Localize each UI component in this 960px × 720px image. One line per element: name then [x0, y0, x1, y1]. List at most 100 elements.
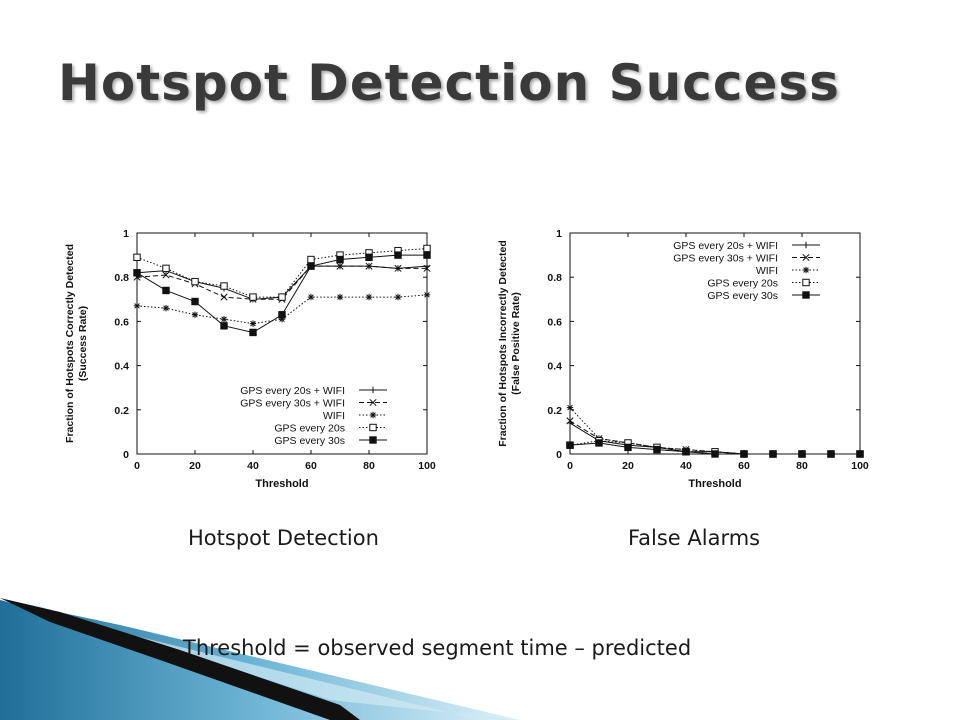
- x-tick-label: 80: [363, 460, 375, 472]
- x-axis-label: Threshold: [688, 478, 741, 490]
- data-point: [307, 293, 315, 301]
- data-point: [278, 293, 286, 301]
- legend-marker: [802, 278, 810, 287]
- data-point: [133, 269, 141, 277]
- data-point: [365, 253, 373, 262]
- data-point: [365, 262, 373, 270]
- x-tick-label: 20: [189, 460, 201, 472]
- y-tick-label: 0.8: [547, 272, 562, 284]
- y-tick-label: 0: [123, 449, 129, 461]
- series-line: [136, 265, 427, 300]
- data-point: [278, 311, 286, 319]
- caption-false-alarms: False Alarms: [628, 526, 761, 550]
- legend-label: GPS every 20s + WIFI: [240, 385, 345, 397]
- x-tick-label: 40: [680, 460, 692, 472]
- x-tick-label: 100: [851, 460, 869, 472]
- data-point: [394, 264, 402, 272]
- swoosh-blue-band: [0, 600, 520, 720]
- data-point: [856, 450, 864, 458]
- legend-marker: [369, 386, 377, 394]
- data-point: [220, 322, 228, 330]
- data-point: [220, 282, 228, 290]
- legend-marker: [369, 436, 377, 444]
- y-tick-label: 0.4: [114, 361, 129, 373]
- series-gps-every-20s: [133, 244, 431, 301]
- legend-marker: [369, 411, 377, 419]
- series-gps-every-30s: [566, 439, 864, 458]
- legend-label: GPS every 30s + WIFI: [240, 398, 345, 410]
- legend-label: WIFI: [756, 265, 778, 277]
- x-tick-label: 60: [305, 460, 317, 472]
- data-point: [249, 328, 257, 337]
- legend-label: GPS every 20s: [707, 278, 778, 290]
- data-point: [336, 255, 344, 264]
- data-point: [191, 297, 199, 306]
- data-point: [249, 320, 257, 327]
- hotspot-detection-chart: 0 20 40 60 80 100 0 0.2 0.4 0.6 0.8 1 Threshold Fract…: [64, 228, 436, 490]
- data-point: [394, 251, 402, 259]
- caption-hotspot-detection: Hotspot Detection: [188, 526, 379, 550]
- data-point: [423, 291, 431, 299]
- plot-frame: [136, 232, 428, 455]
- threshold-footnote: Threshold = observed segment time – pred…: [183, 636, 692, 660]
- y-tick-label: 0.4: [547, 361, 562, 373]
- legend-label: GPS every 30s + WIFI: [673, 253, 778, 265]
- series-gps-every-30s: [133, 251, 431, 337]
- data-point: [566, 441, 574, 449]
- y-tick-label: 0.8: [114, 272, 129, 284]
- data-point: [624, 443, 632, 452]
- x-tick-label: 20: [622, 460, 634, 472]
- data-point: [307, 262, 315, 270]
- legend-label: GPS every 30s: [274, 435, 345, 447]
- y-tick-label: 1: [556, 228, 562, 240]
- data-point: [595, 439, 603, 447]
- data-point: [133, 302, 141, 310]
- data-point: [336, 293, 344, 301]
- x-tick-label: 100: [418, 460, 436, 472]
- series-line: [569, 407, 860, 455]
- legend-label: GPS every 20s + WIFI: [673, 240, 778, 252]
- legend-label: GPS every 30s: [707, 290, 778, 302]
- data-point: [769, 450, 777, 458]
- data-point: [423, 264, 431, 272]
- swoosh-black-band: [0, 598, 360, 720]
- x-tick-label: 60: [738, 460, 750, 472]
- false-alarms-chart: 0 20 40 60 80 100 0 0.2 0.4 0.6 0.8 1 Threshold Fract…: [497, 228, 869, 490]
- data-point: [682, 448, 690, 456]
- data-point: [220, 293, 228, 301]
- data-point: [740, 450, 748, 458]
- data-point: [423, 244, 431, 253]
- data-point: [278, 315, 286, 323]
- data-point: [827, 450, 835, 458]
- legend-marker: [802, 241, 810, 249]
- legend-marker: [369, 398, 377, 407]
- data-point: [798, 450, 806, 458]
- x-tick-label: 0: [134, 460, 140, 472]
- x-tick-label: 40: [247, 460, 259, 472]
- y-axis-sublabel: (False Positive Rate): [510, 292, 522, 395]
- data-point: [336, 262, 344, 270]
- data-point: [191, 311, 199, 318]
- data-point: [162, 264, 170, 273]
- y-tick-label: 0: [556, 449, 562, 461]
- y-tick-label: 0.6: [114, 316, 129, 328]
- x-axis-label: Threshold: [255, 478, 308, 490]
- data-point: [307, 255, 315, 264]
- data-point: [566, 404, 574, 411]
- y-axis-sublabel: (Success Rate): [77, 306, 89, 381]
- x-tick-label: 80: [796, 460, 808, 472]
- series-wifi: [133, 291, 431, 327]
- y-axis-label: Fraction of Hotspots Incorrectly Detecte…: [497, 240, 509, 447]
- data-point: [394, 293, 402, 301]
- data-point: [162, 286, 170, 295]
- legend-marker: [802, 253, 810, 262]
- plot-frame: [569, 232, 861, 455]
- legend-label: GPS every 20s: [274, 423, 345, 435]
- y-tick-label: 0.2: [114, 405, 129, 417]
- legend-marker: [802, 291, 810, 299]
- data-point: [249, 293, 257, 301]
- data-point: [220, 315, 228, 323]
- data-point: [711, 450, 719, 458]
- legend-marker: [369, 423, 377, 432]
